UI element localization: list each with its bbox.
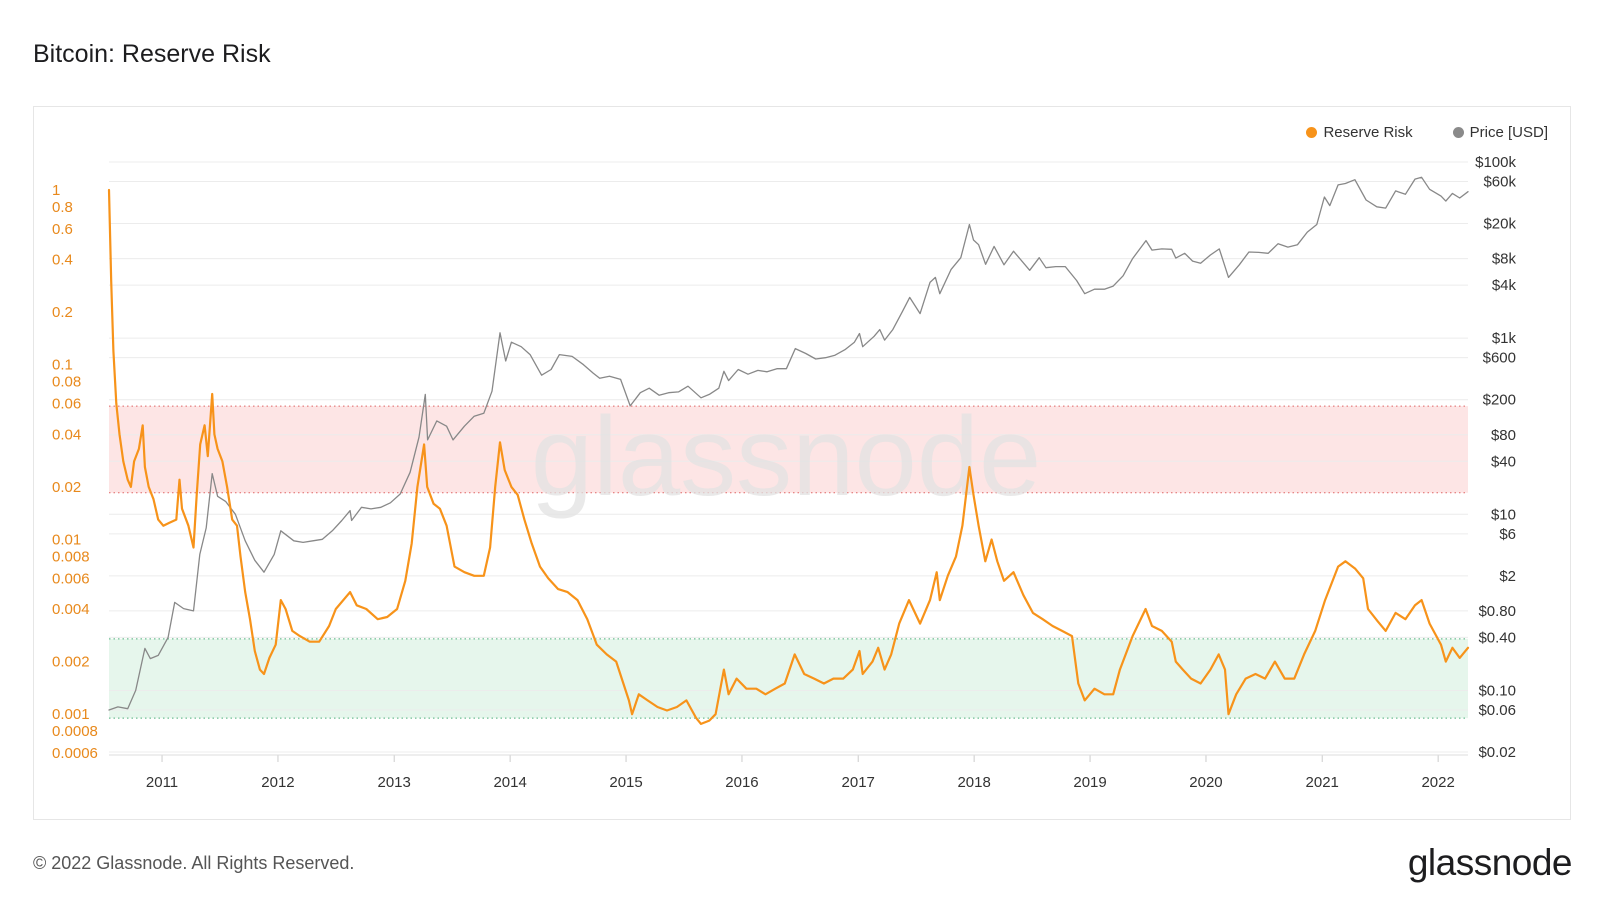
legend-dot-price	[1452, 127, 1464, 138]
left-tick-label: 0.04	[52, 426, 81, 443]
left-tick-label: 1	[52, 182, 60, 199]
price-line	[108, 176, 1469, 711]
right-tick-label: $0.40	[1478, 629, 1516, 646]
x-tick-label: 2018	[957, 774, 990, 791]
chart-panel: glassnode 1 0.8 0.6 0.4 0.2 0.1 0.08 0.06 0.04 0.…	[33, 106, 1571, 820]
legend-label-reserve-risk: Reserve Risk	[1323, 124, 1413, 141]
legend-item-reserve-risk[interactable]: Reserve Risk	[1306, 124, 1413, 141]
right-tick-label: $60k	[1483, 174, 1516, 191]
left-tick-label: 0.8	[52, 199, 73, 216]
right-tick-label: $10	[1491, 506, 1516, 523]
copyright-text: © 2022 Glassnode. All Rights Reserved.	[33, 853, 355, 873]
legend-dot-reserve-risk	[1306, 127, 1318, 138]
right-tick-label: $8k	[1492, 251, 1517, 268]
band-layer	[109, 405, 1468, 719]
x-tick-label: 2016	[725, 774, 758, 791]
x-tick-label: 2011	[146, 774, 178, 791]
right-tick-label: $0.02	[1478, 744, 1516, 761]
watermark: glassnode	[531, 394, 1042, 519]
glassnode-logo[interactable]: glassnode	[1407, 842, 1573, 883]
x-tick-label: 2013	[378, 774, 411, 791]
right-axis: $100k $60k $20k $8k $4k $1k $600 $200 $80 $40 $10 $…	[1475, 154, 1516, 761]
right-tick-label: $4k	[1492, 277, 1517, 294]
left-tick-label: 0.0006	[52, 745, 98, 762]
band-high-zone	[109, 406, 1468, 493]
left-tick-label: 0.4	[52, 252, 73, 269]
right-tick-label: $80	[1491, 427, 1516, 444]
x-tick-label: 2022	[1421, 774, 1454, 791]
left-tick-label: 0.2	[52, 304, 73, 321]
right-tick-label: $100k	[1475, 154, 1516, 171]
right-tick-label: $600	[1483, 350, 1516, 367]
right-tick-label: $2	[1499, 568, 1516, 585]
x-tick-label: 2019	[1073, 774, 1106, 791]
left-tick-label: 0.6	[52, 221, 73, 238]
right-tick-label: $0.06	[1478, 702, 1516, 719]
right-tick-label: $200	[1483, 392, 1516, 409]
x-tick-label: 2021	[1306, 774, 1339, 791]
x-tick-label: 2015	[609, 774, 642, 791]
reserve-risk-chart: glassnode 10.8 0.6 0.4 0.2 0.10.08 0.06 0.04 0.…	[52, 154, 1516, 791]
x-tick-label: 2014	[493, 774, 526, 791]
series-layer	[107, 176, 1470, 725]
right-tick-label: $6	[1499, 526, 1516, 543]
left-tick-label: 0.004	[52, 601, 90, 618]
reserve-risk-line	[107, 188, 1470, 725]
left-tick-label: 0.01	[52, 531, 81, 548]
left-tick-label: 0.006	[52, 570, 90, 587]
left-tick-label: 0.06	[52, 396, 81, 413]
left-tick-label: 0.001	[52, 706, 90, 723]
left-axis: 10.80.60.40.20.10.080.060.040.020.010.00…	[52, 182, 98, 762]
right-tick-label: $20k	[1483, 216, 1516, 233]
x-tick-label: 2020	[1189, 774, 1222, 791]
right-tick-label: $0.80	[1478, 603, 1516, 620]
left-tick-label: 0.002	[52, 654, 90, 671]
right-tick-label: $0.10	[1478, 682, 1516, 699]
left-tick-label: 0.0008	[52, 723, 98, 740]
left-tick-label: 0.1	[52, 357, 73, 374]
band-low-zone	[109, 638, 1468, 719]
legend-label-price: Price [USD]	[1469, 124, 1548, 141]
right-tick-label: $1k	[1492, 330, 1517, 347]
right-tick-label: $40	[1491, 453, 1516, 470]
page-title: Bitcoin: Reserve Risk	[33, 40, 271, 68]
x-axis: 2011 2012 2013 2014 2015 2016 2017 2018 2019 2020…	[109, 754, 1468, 791]
left-tick-label: 0.02	[52, 479, 81, 496]
left-tick-label: 0.08	[52, 374, 81, 391]
x-tick-label: 2017	[842, 774, 875, 791]
legend: Reserve Risk Price [USD]	[1306, 124, 1548, 141]
x-tick-label: 2012	[261, 774, 294, 791]
left-tick-label: 0.008	[52, 548, 90, 565]
legend-item-price[interactable]: Price [USD]	[1452, 124, 1548, 141]
